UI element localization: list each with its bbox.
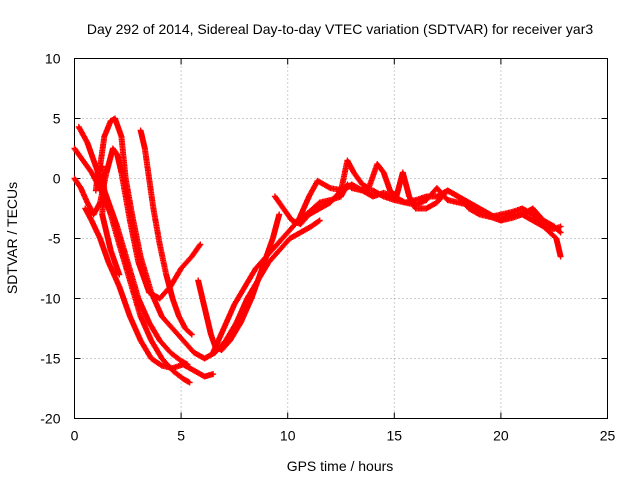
- series-sat-track-7: [137, 127, 195, 338]
- series-markers: [92, 163, 123, 278]
- y-tick-label: -10: [40, 291, 60, 307]
- y-tick-label: 0: [53, 171, 61, 187]
- series-markers: [295, 177, 564, 232]
- series-sat-track-8: [195, 211, 283, 354]
- x-tick-label: 25: [600, 428, 616, 444]
- x-axis-label: GPS time / hours: [287, 458, 394, 474]
- y-tick-label: 5: [53, 111, 61, 127]
- series-sat-track-6: [92, 163, 123, 278]
- x-tick-label: 5: [177, 428, 185, 444]
- x-tick-label: 15: [387, 428, 403, 444]
- y-tick-label: -20: [40, 411, 60, 427]
- chart-title: Day 292 of 2014, Sidereal Day-to-day VTE…: [87, 21, 593, 37]
- series-markers: [137, 127, 195, 338]
- axis-ticks: 0 5 10 15 20 25 -20 -15 -10 -5 0 5 10: [40, 51, 615, 444]
- grid: [74, 58, 608, 419]
- y-tick-label: -15: [40, 351, 60, 367]
- x-tick-label: 10: [280, 428, 296, 444]
- y-axis-label: SDTVAR / TECUs: [4, 182, 20, 294]
- x-tick-label: 0: [71, 428, 79, 444]
- series-sat-track-4: [82, 205, 217, 380]
- x-tick-label: 20: [493, 428, 509, 444]
- series-sat-track-11: [295, 177, 564, 232]
- data-series: [71, 115, 564, 386]
- plot-frame: [74, 58, 608, 419]
- series-markers: [82, 205, 217, 380]
- series-markers: [195, 211, 283, 354]
- series-sat-track-2: [71, 145, 193, 386]
- series-markers: [71, 145, 193, 386]
- y-tick-label: -5: [48, 231, 61, 247]
- y-tick-label: 10: [45, 51, 61, 67]
